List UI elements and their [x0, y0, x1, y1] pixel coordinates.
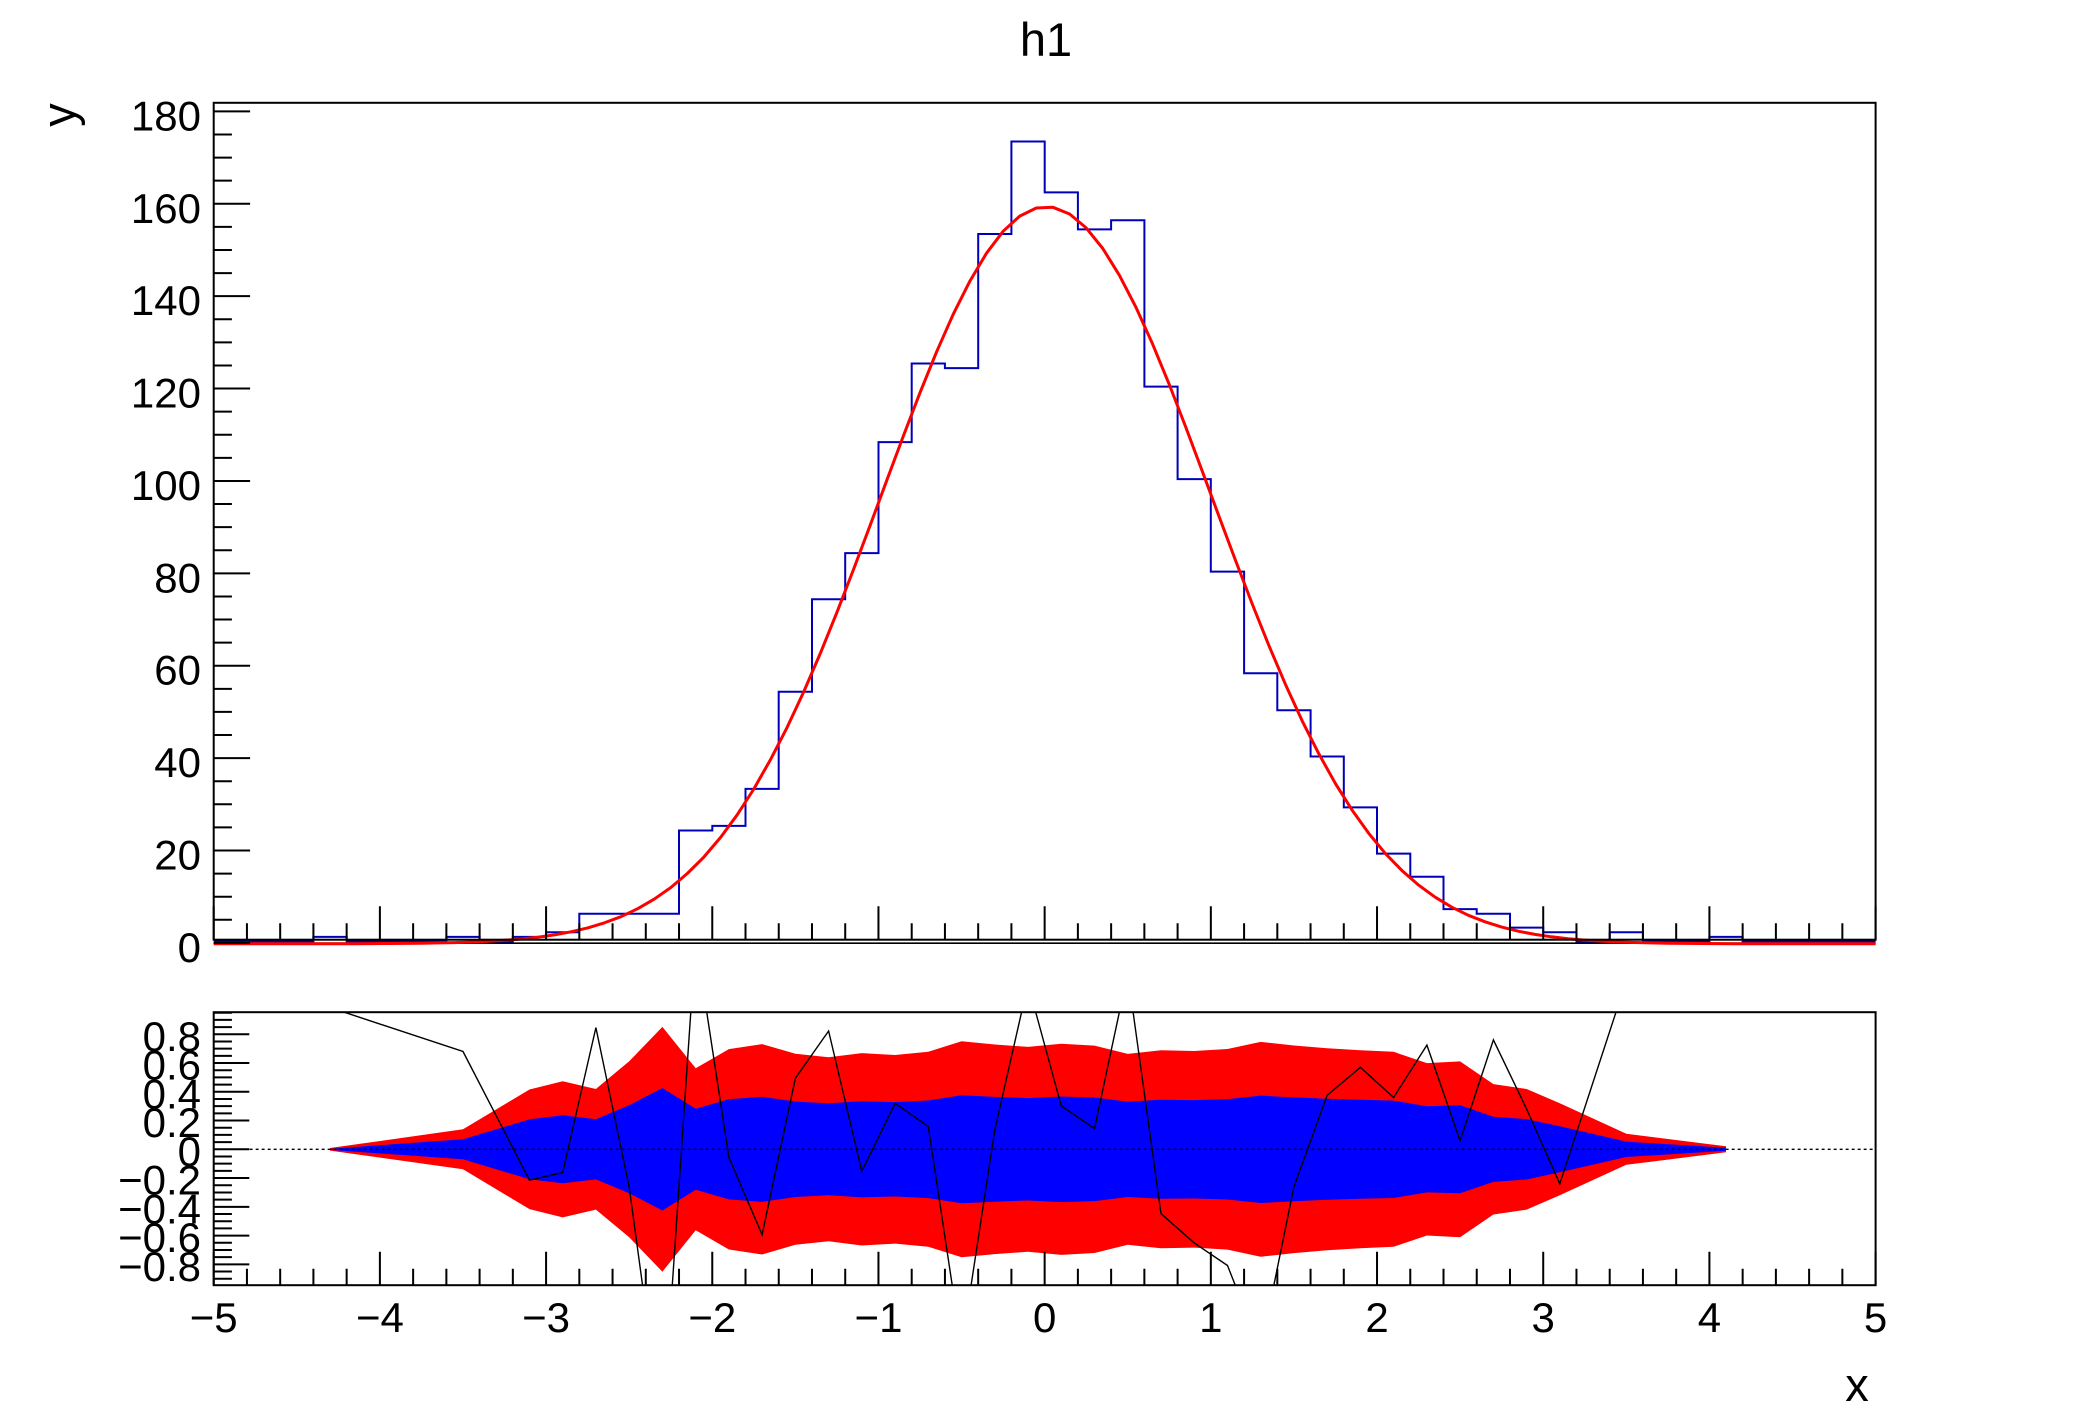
svg-text:x: x — [1845, 1358, 1869, 1411]
svg-text:y: y — [32, 103, 85, 127]
svg-text:120: 120 — [131, 370, 201, 417]
svg-text:0.4: 0.4 — [143, 1070, 201, 1117]
svg-text:180: 180 — [131, 92, 201, 139]
svg-text:0: 0 — [178, 924, 201, 971]
svg-text:0.8: 0.8 — [143, 1013, 201, 1060]
svg-text:−1: −1 — [855, 1294, 903, 1341]
svg-text:0: 0 — [178, 1128, 201, 1175]
svg-text:1: 1 — [1199, 1294, 1222, 1341]
svg-text:−0.8: −0.8 — [118, 1243, 201, 1290]
svg-text:60: 60 — [154, 647, 201, 694]
svg-text:40: 40 — [154, 739, 201, 786]
svg-text:3: 3 — [1532, 1294, 1555, 1341]
svg-text:2: 2 — [1365, 1294, 1388, 1341]
svg-text:−4: −4 — [356, 1294, 404, 1341]
svg-text:4: 4 — [1698, 1294, 1721, 1341]
svg-text:−2: −2 — [688, 1294, 736, 1341]
svg-text:h1: h1 — [1020, 13, 1072, 66]
svg-text:−0.4: −0.4 — [118, 1185, 201, 1232]
svg-text:100: 100 — [131, 462, 201, 509]
svg-text:80: 80 — [154, 554, 201, 601]
svg-text:160: 160 — [131, 185, 201, 232]
svg-text:140: 140 — [131, 277, 201, 324]
svg-text:−5: −5 — [190, 1294, 238, 1341]
svg-text:−0.2: −0.2 — [118, 1157, 201, 1204]
svg-text:20: 20 — [154, 832, 201, 879]
svg-text:5: 5 — [1864, 1294, 1887, 1341]
svg-text:0: 0 — [1033, 1294, 1056, 1341]
svg-text:−0.6: −0.6 — [118, 1214, 201, 1261]
svg-text:0.6: 0.6 — [143, 1042, 201, 1089]
svg-text:−3: −3 — [522, 1294, 570, 1341]
svg-text:0.2: 0.2 — [143, 1099, 201, 1146]
